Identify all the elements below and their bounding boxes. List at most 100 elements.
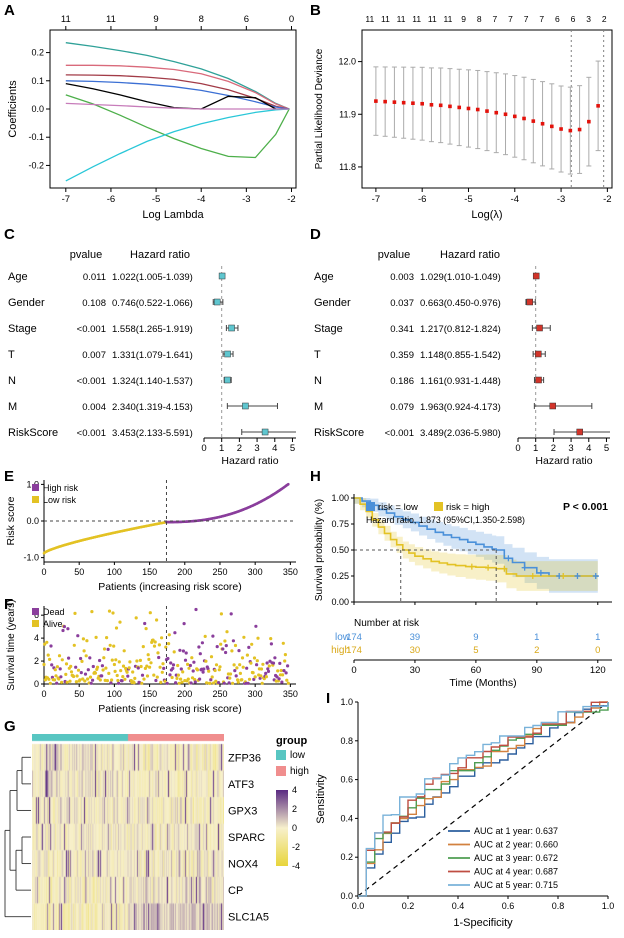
patient-point: [102, 647, 107, 651]
df-count-label: 11: [428, 14, 437, 24]
patient-point: [141, 645, 145, 649]
patient-point: [252, 656, 257, 660]
patient-point: [55, 665, 60, 669]
auc-legend-entry: AUC at 4 year: 0.687: [474, 867, 558, 877]
deviance-point: [438, 103, 443, 108]
colorbar-tick: -4: [292, 861, 300, 871]
patient-point: [43, 642, 47, 646]
patient-point: [120, 679, 124, 683]
risk-count: 5: [473, 645, 478, 656]
deviance-point: [475, 107, 480, 112]
patient-point: [193, 677, 197, 682]
tick-label: -7: [62, 194, 70, 205]
y-axis-label: Sensitivity: [315, 774, 327, 824]
patient-point: [157, 643, 161, 647]
patient-point: [232, 663, 236, 667]
df-count-label: 7: [524, 14, 529, 24]
patient-point: [230, 649, 234, 653]
risk-count: 30: [410, 645, 421, 656]
row-name: RiskScore: [314, 427, 364, 439]
patient-point: [91, 664, 95, 669]
tick-label: 0.4: [340, 813, 353, 823]
patient-point: [215, 645, 219, 649]
tick-label: 0.4: [452, 901, 465, 911]
row-pvalue: 0.341: [390, 324, 414, 335]
patient-point: [88, 675, 93, 679]
tick-label: -3: [242, 194, 250, 205]
patient-point: [53, 668, 57, 672]
patient-point: [152, 644, 157, 648]
hr-marker: [224, 350, 231, 358]
x-axis-label: Time (Months): [449, 677, 516, 688]
patient-point: [140, 681, 144, 685]
deviance-point: [568, 128, 573, 133]
hr-marker: [261, 428, 269, 436]
tick-label: 12.0: [338, 57, 356, 67]
patient-point: [144, 627, 148, 631]
hr-marker: [213, 298, 221, 306]
patient-point: [159, 680, 163, 684]
tick-label: 0.8: [552, 901, 565, 911]
patient-point: [46, 653, 50, 657]
legend-dead: Dead: [43, 607, 65, 617]
patient-point: [231, 639, 235, 643]
tick-label: 2: [34, 656, 39, 666]
patient-point: [93, 671, 97, 675]
x-axis-label: 1-Specificity: [453, 917, 513, 929]
row-pvalue: <0.001: [77, 324, 106, 335]
patient-point: [114, 658, 118, 662]
tick-label: 1: [219, 443, 224, 454]
patient-point: [236, 678, 240, 682]
patient-point: [204, 659, 208, 663]
risk-count: 9: [473, 632, 478, 643]
legend-risk-low: risk = low: [378, 502, 418, 513]
row-pvalue: 0.079: [390, 402, 414, 413]
panel-f-survival-scatter: F 0 50 100 150 200 250 300 350 0 2 4 6 Dead Alive Pati…: [2, 596, 304, 718]
patient-point: [212, 681, 216, 685]
patient-point: [251, 671, 255, 675]
patient-point: [121, 675, 125, 679]
tick-label: 0.2: [31, 48, 44, 58]
deviance-point: [577, 127, 582, 132]
patient-point: [49, 644, 53, 648]
patient-point: [271, 661, 276, 665]
patient-point: [264, 671, 268, 675]
tick-label: 0.25: [331, 571, 349, 581]
patient-point: [201, 670, 205, 674]
patient-point: [281, 673, 285, 677]
panel-d-multivariate-forest: D pvalue Hazard ratio Age 0.003 1.029(1.010-…: [308, 226, 622, 468]
risk-row-label: high: [331, 645, 350, 656]
patient-point: [285, 678, 289, 682]
auc-legend-entry: AUC at 2 year: 0.660: [474, 840, 558, 850]
tick-label: -2: [287, 194, 295, 205]
tick-label: 90: [532, 665, 543, 676]
panel-h-kaplan-meier: H 0.00 0.25 0.50 0.75 1.00 risk = low risk = h…: [308, 468, 622, 688]
deviance-point: [429, 102, 434, 107]
patient-point: [217, 668, 221, 672]
patient-point: [278, 661, 282, 665]
risk-count: 1: [534, 632, 539, 643]
patient-point: [240, 656, 245, 660]
tick-label: -1.0: [23, 553, 39, 563]
row-name: Age: [8, 271, 28, 283]
patient-point: [68, 679, 72, 683]
legend-risk-high: risk = high: [446, 502, 490, 513]
y-axis-label: Risk score: [5, 496, 17, 545]
patient-point: [109, 681, 113, 685]
patient-point: [78, 678, 82, 682]
patient-point: [57, 677, 61, 681]
gene-label: ZFP36: [228, 752, 261, 764]
tick-label: 0: [34, 679, 39, 689]
patient-point: [273, 656, 277, 660]
patient-point: [266, 667, 270, 671]
row-name: Gender: [314, 297, 351, 309]
patient-point: [259, 667, 264, 671]
tick-label: 3: [568, 443, 573, 454]
legend-alive: Alive: [43, 619, 63, 629]
tick-label: 0.2: [402, 901, 415, 911]
patient-point: [140, 673, 145, 677]
patient-point: [174, 681, 178, 685]
hr-marker: [526, 298, 533, 306]
patient-point: [122, 649, 126, 653]
